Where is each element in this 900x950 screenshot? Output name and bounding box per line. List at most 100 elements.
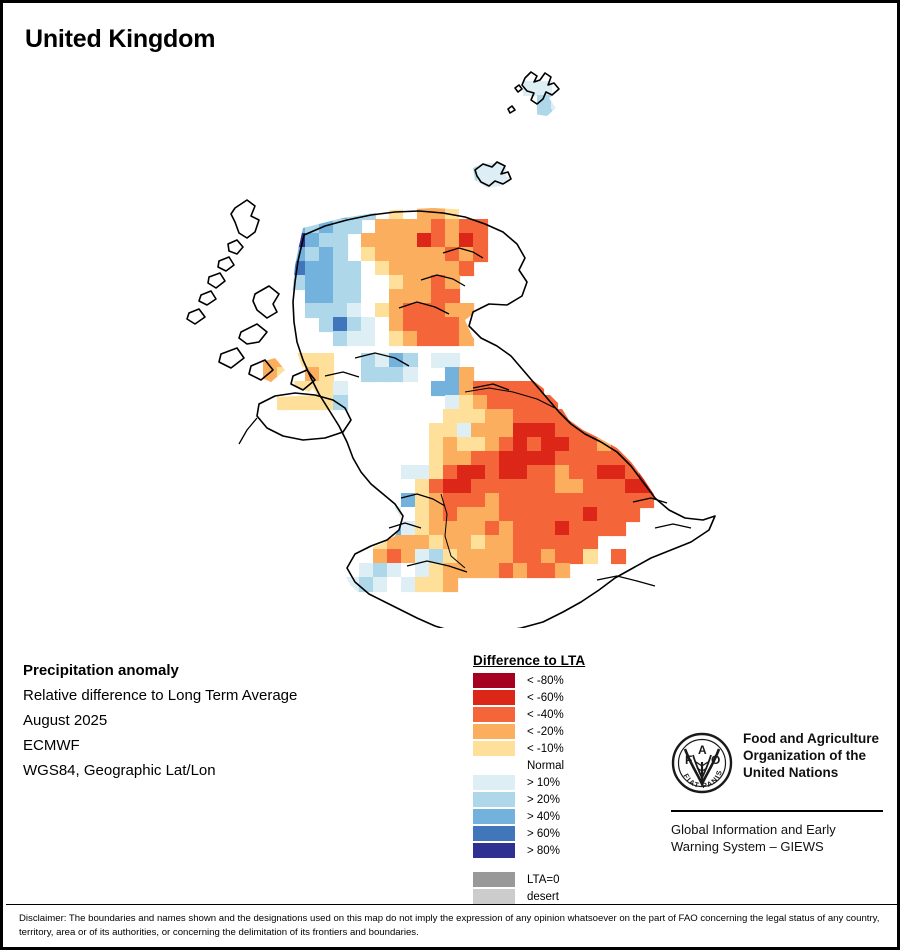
anomaly-cell bbox=[305, 303, 321, 319]
anomaly-cell bbox=[361, 261, 377, 277]
anomaly-cell bbox=[597, 521, 613, 537]
anomaly-cell bbox=[457, 465, 473, 481]
anomaly-cell bbox=[361, 331, 377, 347]
anomaly-cell bbox=[639, 465, 655, 481]
anomaly-cell bbox=[403, 289, 419, 305]
anomaly-cell bbox=[401, 507, 417, 523]
anomaly-cell bbox=[417, 233, 433, 249]
anomaly-cell bbox=[471, 479, 487, 495]
anomaly-cell bbox=[347, 275, 363, 291]
anomaly-cell bbox=[417, 289, 433, 305]
legend-row[interactable]: < -40% bbox=[473, 706, 663, 723]
legend-swatch bbox=[473, 843, 515, 858]
anomaly-cell bbox=[305, 395, 321, 411]
legend-label: > 10% bbox=[527, 776, 560, 789]
legend-row[interactable]: > 10% bbox=[473, 774, 663, 791]
anomaly-cell bbox=[457, 493, 473, 509]
anomaly-cell bbox=[443, 563, 459, 579]
legend-row[interactable]: desert bbox=[473, 888, 663, 905]
anomaly-cell bbox=[551, 95, 567, 111]
legend-swatch bbox=[473, 809, 515, 824]
anomaly-cell bbox=[429, 423, 445, 439]
anomaly-cell bbox=[513, 451, 529, 467]
anomaly-cell bbox=[401, 563, 417, 579]
anomaly-cell bbox=[333, 247, 349, 263]
map-legend: Difference to LTA < -80% < -60% < -40% < -2… bbox=[473, 653, 663, 905]
anomaly-cell bbox=[449, 191, 465, 207]
anomaly-cell bbox=[499, 563, 515, 579]
anomaly-cell bbox=[541, 549, 557, 565]
anomaly-cell bbox=[513, 409, 529, 425]
anomaly-cell bbox=[401, 535, 417, 551]
anomaly-cell bbox=[403, 233, 419, 249]
anomaly-cell bbox=[527, 521, 543, 537]
anomaly-cell bbox=[291, 219, 307, 235]
anomaly-cell bbox=[569, 423, 585, 439]
anomaly-cell bbox=[457, 507, 473, 523]
anomaly-cell bbox=[415, 521, 431, 537]
fao-emblem-icon: F A O FIAT PANIS bbox=[671, 732, 733, 799]
anomaly-cell bbox=[403, 303, 419, 319]
anomaly-cell bbox=[401, 465, 417, 481]
legend-row[interactable]: > 20% bbox=[473, 791, 663, 808]
anomaly-cell bbox=[583, 521, 599, 537]
legend-row[interactable]: < -80% bbox=[473, 672, 663, 689]
anomaly-cell bbox=[555, 563, 571, 579]
anomaly-cell bbox=[485, 521, 501, 537]
anomaly-cell bbox=[527, 479, 543, 495]
anomaly-cell bbox=[537, 95, 553, 111]
anomaly-cell bbox=[335, 191, 351, 207]
anomaly-cell bbox=[513, 465, 529, 481]
anomaly-cell bbox=[377, 191, 393, 207]
anomaly-cell bbox=[611, 549, 627, 565]
metadata-line-2: August 2025 bbox=[23, 712, 108, 729]
legend-row[interactable]: > 60% bbox=[473, 825, 663, 842]
anomaly-cell bbox=[387, 563, 403, 579]
legend-row[interactable]: < -60% bbox=[473, 689, 663, 706]
anomaly-cell bbox=[263, 233, 279, 249]
legend-label: desert bbox=[527, 890, 559, 903]
anomaly-cell bbox=[445, 395, 461, 411]
anomaly-cell bbox=[583, 479, 599, 495]
anomaly-cell bbox=[431, 331, 447, 347]
anomaly-cell bbox=[471, 409, 487, 425]
anomaly-cell bbox=[541, 479, 557, 495]
anomaly-cell bbox=[291, 261, 307, 277]
anomaly-cell bbox=[597, 451, 613, 467]
anomaly-cell bbox=[333, 381, 349, 397]
anomaly-cell bbox=[277, 395, 293, 411]
anomaly-cell bbox=[361, 317, 377, 333]
anomaly-cell bbox=[291, 395, 307, 411]
legend-row[interactable]: > 40% bbox=[473, 808, 663, 825]
anomaly-cell bbox=[403, 275, 419, 291]
legend-row[interactable]: LTA=0 bbox=[473, 871, 663, 888]
anomaly-cell bbox=[449, 177, 465, 193]
anomaly-cell bbox=[541, 465, 557, 481]
map-canvas[interactable] bbox=[3, 58, 897, 628]
anomaly-cell bbox=[319, 205, 335, 221]
legend-row[interactable]: > 80% bbox=[473, 842, 663, 859]
anomaly-cell bbox=[415, 535, 431, 551]
legend-row[interactable]: < -10% bbox=[473, 740, 663, 757]
anomaly-cell bbox=[471, 465, 487, 481]
anomaly-cell bbox=[415, 563, 431, 579]
anomaly-cell bbox=[463, 177, 479, 193]
anomaly-cell bbox=[319, 275, 335, 291]
anomaly-cell bbox=[459, 219, 475, 235]
anomaly-cell bbox=[319, 367, 335, 383]
anomaly-cell bbox=[513, 437, 529, 453]
anomaly-cell bbox=[457, 535, 473, 551]
legend-swatch bbox=[473, 690, 515, 705]
legend-row[interactable]: < -20% bbox=[473, 723, 663, 740]
metadata-line-1: Relative difference to Long Term Average bbox=[23, 687, 298, 704]
legend-row[interactable]: Normal bbox=[473, 757, 663, 774]
anomaly-cell bbox=[415, 577, 431, 593]
anomaly-cell bbox=[471, 423, 487, 439]
anomaly-cell bbox=[375, 367, 391, 383]
anomaly-cell bbox=[389, 331, 405, 347]
anomaly-cell bbox=[541, 563, 557, 579]
anomaly-cell bbox=[359, 577, 375, 593]
anomaly-cell bbox=[445, 233, 461, 249]
anomaly-cell bbox=[305, 203, 321, 219]
anomaly-cell bbox=[387, 549, 403, 565]
